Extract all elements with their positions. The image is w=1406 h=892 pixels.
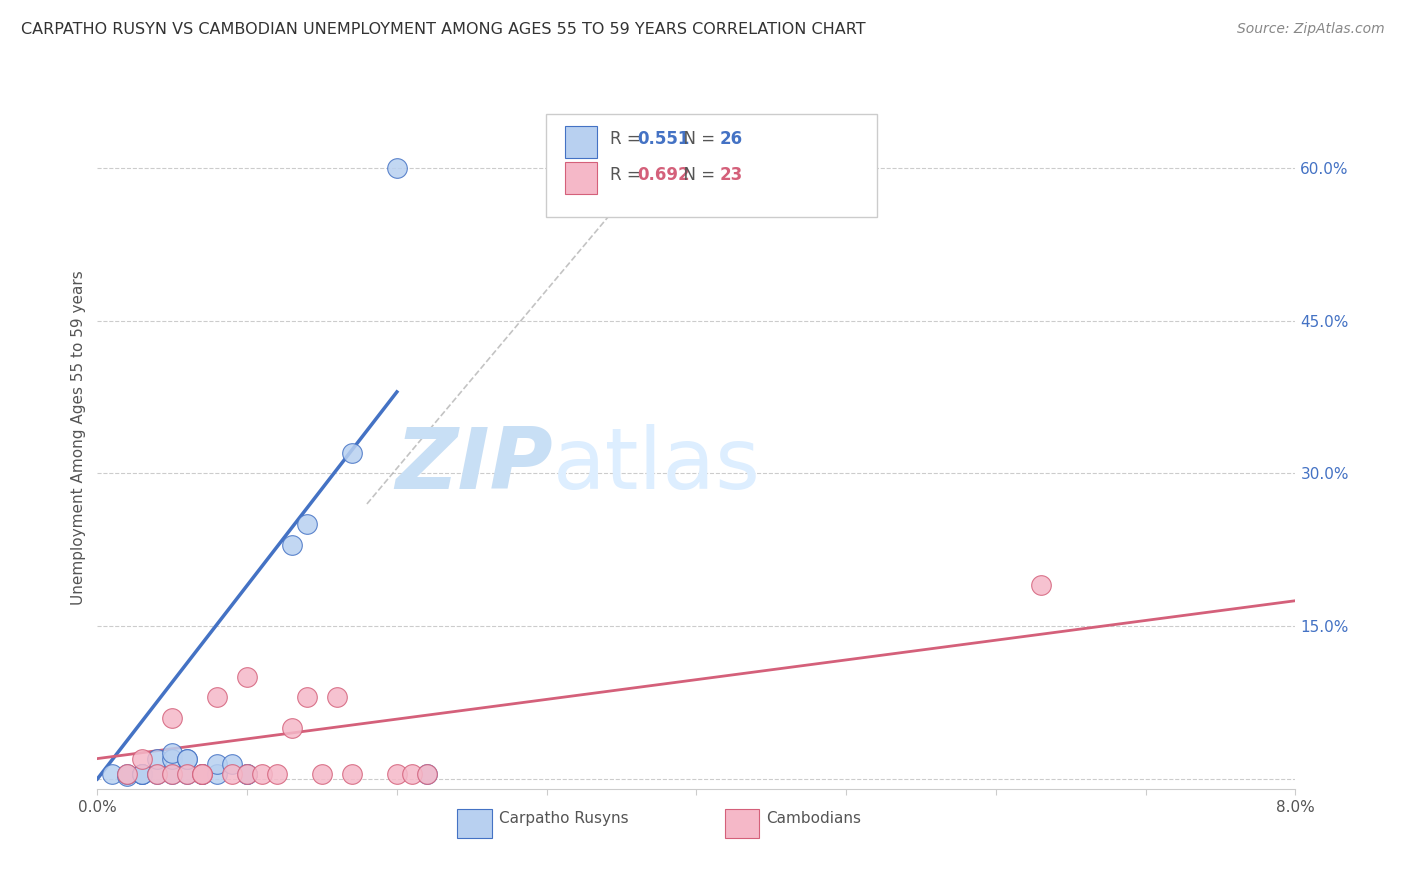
Point xyxy=(131,767,153,781)
Text: N =: N = xyxy=(673,130,721,148)
Point xyxy=(176,751,198,765)
Point xyxy=(221,767,243,781)
Point xyxy=(205,756,228,771)
Point xyxy=(236,767,259,781)
Point xyxy=(250,767,273,781)
Point xyxy=(117,769,139,783)
Text: CARPATHO RUSYN VS CAMBODIAN UNEMPLOYMENT AMONG AGES 55 TO 59 YEARS CORRELATION C: CARPATHO RUSYN VS CAMBODIAN UNEMPLOYMENT… xyxy=(21,22,866,37)
Point xyxy=(160,767,183,781)
Point xyxy=(146,767,169,781)
Point xyxy=(160,767,183,781)
Point xyxy=(191,767,214,781)
Text: Source: ZipAtlas.com: Source: ZipAtlas.com xyxy=(1237,22,1385,37)
Text: atlas: atlas xyxy=(553,425,761,508)
Point xyxy=(311,767,333,781)
Text: R =: R = xyxy=(610,130,645,148)
Point xyxy=(205,767,228,781)
Point xyxy=(191,767,214,781)
Point xyxy=(131,767,153,781)
Point xyxy=(160,747,183,761)
Point xyxy=(191,767,214,781)
Point xyxy=(117,767,139,781)
Point xyxy=(385,767,408,781)
Point xyxy=(146,767,169,781)
Point xyxy=(191,767,214,781)
Point xyxy=(385,161,408,175)
Point xyxy=(101,767,124,781)
Text: N =: N = xyxy=(673,167,721,185)
Point xyxy=(295,517,318,532)
Point xyxy=(281,721,304,735)
Text: ZIP: ZIP xyxy=(395,425,553,508)
Point xyxy=(266,767,288,781)
Y-axis label: Unemployment Among Ages 55 to 59 years: Unemployment Among Ages 55 to 59 years xyxy=(72,270,86,605)
Point xyxy=(416,767,439,781)
Point xyxy=(401,767,423,781)
Point xyxy=(205,690,228,705)
Point xyxy=(340,446,363,460)
Point xyxy=(416,767,439,781)
Point xyxy=(160,711,183,725)
Point xyxy=(176,751,198,765)
Point xyxy=(131,751,153,765)
Point xyxy=(176,767,198,781)
Point xyxy=(340,767,363,781)
Text: 0.551: 0.551 xyxy=(637,130,689,148)
Point xyxy=(236,767,259,781)
Point xyxy=(117,767,139,781)
Point xyxy=(281,538,304,552)
Point xyxy=(326,690,349,705)
Text: 23: 23 xyxy=(720,167,742,185)
Point xyxy=(1029,578,1052,592)
Text: R =: R = xyxy=(610,167,645,185)
Point xyxy=(221,756,243,771)
Point xyxy=(146,751,169,765)
Point xyxy=(176,767,198,781)
Text: 0.692: 0.692 xyxy=(637,167,689,185)
Point xyxy=(236,670,259,684)
Point xyxy=(160,751,183,765)
Text: 26: 26 xyxy=(720,130,742,148)
Point xyxy=(131,767,153,781)
Point xyxy=(295,690,318,705)
Point xyxy=(236,767,259,781)
Text: Carpatho Rusyns: Carpatho Rusyns xyxy=(499,812,628,826)
Text: Cambodians: Cambodians xyxy=(766,812,860,826)
